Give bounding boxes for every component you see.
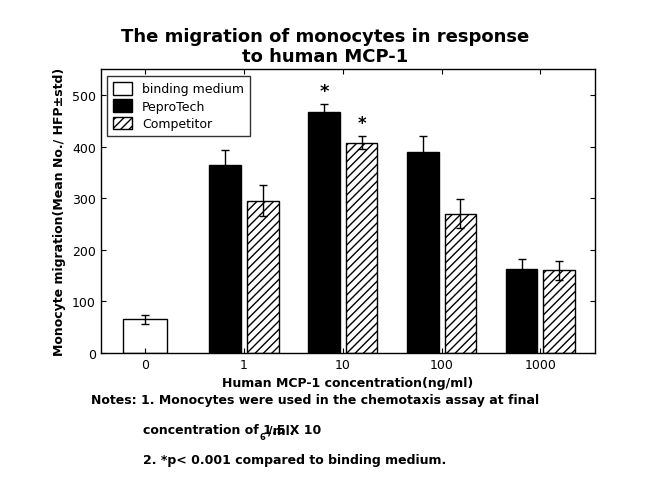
Text: The migration of monocytes in response: The migration of monocytes in response: [121, 28, 529, 46]
Bar: [346, 143, 378, 353]
Bar: [123, 320, 167, 353]
Text: *: *: [358, 115, 366, 133]
Text: 2. *p< 0.001 compared to binding medium.: 2. *p< 0.001 compared to binding medium.: [143, 453, 447, 466]
Bar: [407, 152, 439, 353]
Bar: [247, 201, 279, 353]
Text: to human MCP-1: to human MCP-1: [242, 48, 408, 66]
Bar: [445, 214, 476, 353]
Text: 6: 6: [260, 432, 266, 441]
X-axis label: Human MCP-1 concentration(ng/ml): Human MCP-1 concentration(ng/ml): [222, 377, 473, 390]
Text: /ml.: /ml.: [268, 423, 294, 436]
Bar: [308, 112, 340, 353]
Text: Notes: 1. Monocytes were used in the chemotaxis assay at final: Notes: 1. Monocytes were used in the che…: [91, 393, 539, 406]
Y-axis label: Monocyte migration(Mean No./ HFP±std): Monocyte migration(Mean No./ HFP±std): [53, 68, 66, 356]
Bar: [209, 165, 241, 353]
Text: concentration of 1.5 X 10: concentration of 1.5 X 10: [143, 423, 321, 436]
Legend: binding medium, PeproTech, Competitor: binding medium, PeproTech, Competitor: [107, 76, 250, 137]
Bar: [506, 270, 538, 353]
Bar: [543, 271, 575, 353]
Text: *: *: [319, 83, 329, 101]
